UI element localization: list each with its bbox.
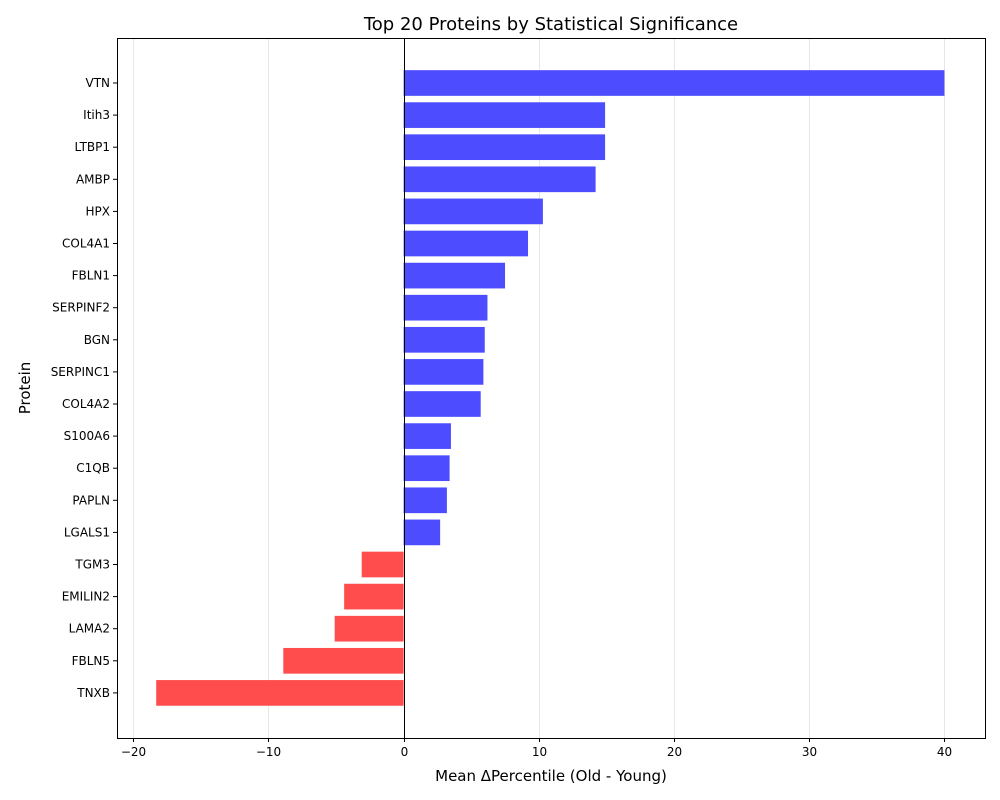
y-tick-label: HPX	[86, 204, 110, 218]
bar-fbln5	[283, 647, 404, 674]
bar-s100a6	[403, 423, 451, 449]
x-axis-label: Mean ΔPercentile (Old - Young)	[435, 767, 667, 785]
bar-tnxb	[156, 680, 404, 706]
y-tick-label: Itih3	[83, 108, 110, 122]
x-tick-label: 20	[667, 745, 682, 759]
y-tick-label: VTN	[85, 76, 110, 90]
y-axis-ticks: VTN Itih3 LTBP1 AMBP HPX COL4A1 FBLN1 SERPINF2 B…	[51, 76, 117, 700]
bar-serpinc1	[403, 359, 484, 385]
y-tick-label: LTBP1	[75, 140, 110, 154]
y-tick-label: FBLN5	[72, 654, 110, 668]
bar-c1qb	[403, 455, 450, 482]
bar-serpinf2	[403, 294, 488, 321]
y-tick-label: PAPLN	[72, 493, 110, 507]
bar-ambp	[403, 166, 596, 193]
y-tick-label: S100A6	[64, 429, 110, 443]
y-tick-label: LGALS1	[64, 525, 110, 539]
x-tick-label: −20	[121, 745, 146, 759]
x-axis-ticks: −20 −10 0 10 20 30 40	[121, 738, 952, 759]
x-tick-label: −10	[256, 745, 281, 759]
bar-itih3	[403, 102, 606, 128]
y-tick-label: C1QB	[76, 461, 110, 475]
y-tick-label: TGM3	[74, 558, 110, 572]
bar-hpx	[403, 198, 543, 225]
x-tick-label: 0	[401, 745, 409, 759]
bar-col4a2	[403, 391, 481, 417]
x-tick-label: 40	[937, 745, 952, 759]
bar-fbln1	[403, 262, 506, 289]
y-tick-label: COL4A2	[62, 397, 110, 411]
bar-papln	[403, 487, 447, 514]
y-tick-label: FBLN1	[72, 269, 110, 283]
y-tick-label: LAMA2	[69, 622, 110, 636]
y-tick-label: AMBP	[76, 172, 110, 186]
x-tick-label: 30	[802, 745, 817, 759]
bar-vtn	[403, 70, 945, 96]
y-tick-label: COL4A1	[62, 237, 110, 251]
y-tick-label: BGN	[84, 333, 110, 347]
y-tick-label: SERPINF2	[52, 301, 110, 315]
y-tick-label: SERPINC1	[51, 365, 110, 379]
bar-bgn	[403, 326, 485, 353]
x-tick-label: 10	[532, 745, 547, 759]
y-axis-label: Protein	[16, 362, 34, 415]
bar-emilin2	[344, 583, 404, 610]
bar-col4a1	[403, 230, 529, 257]
plot-frame	[117, 38, 986, 739]
bar-lgals1	[403, 519, 441, 546]
y-tick-label: TNXB	[76, 686, 110, 700]
bar-ltbp1	[403, 134, 606, 161]
chart-title: Top 20 Proteins by Statistical Significa…	[363, 14, 738, 35]
bars	[156, 70, 945, 706]
y-tick-label: EMILIN2	[62, 590, 110, 604]
bar-lama2	[334, 615, 404, 642]
bar-tgm3	[361, 551, 404, 578]
